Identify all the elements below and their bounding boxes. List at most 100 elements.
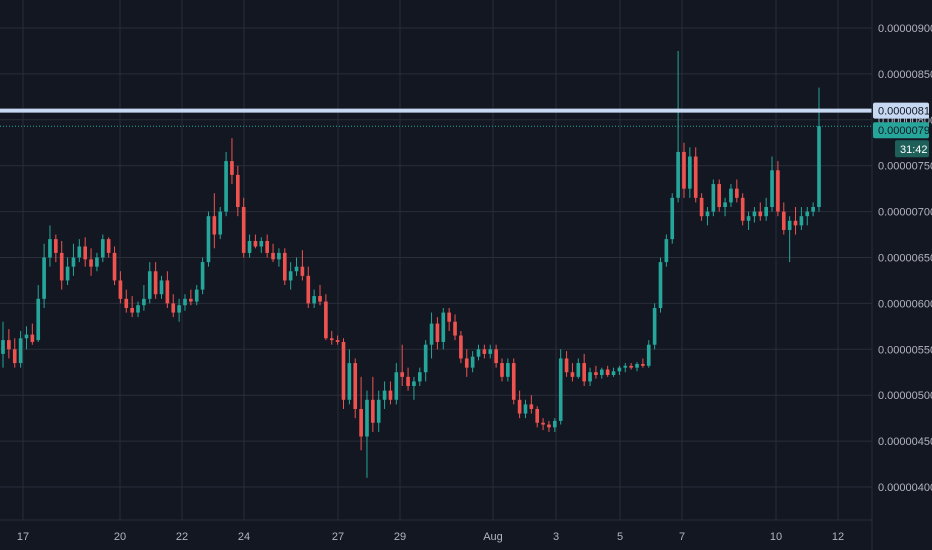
candle-body bbox=[535, 408, 540, 423]
candle-body bbox=[541, 422, 545, 425]
candle-body bbox=[429, 323, 434, 345]
candle bbox=[582, 353, 586, 387]
candle-body bbox=[412, 381, 416, 387]
candle bbox=[529, 395, 534, 414]
candle-body bbox=[717, 184, 722, 208]
candle-body bbox=[359, 408, 363, 437]
price-tick-label: 0.00000650 bbox=[878, 253, 932, 265]
candle bbox=[717, 179, 722, 212]
candle-body bbox=[482, 349, 487, 354]
candle bbox=[306, 266, 311, 308]
price-tick-label: 0.00000450 bbox=[878, 436, 932, 448]
candle-body bbox=[764, 207, 768, 217]
candle-body bbox=[353, 363, 358, 409]
candle-body bbox=[423, 344, 428, 373]
candle-body bbox=[547, 424, 551, 428]
candle-body bbox=[506, 363, 510, 377]
candle-body bbox=[417, 372, 422, 382]
candle-body bbox=[259, 240, 264, 247]
candle bbox=[664, 234, 669, 267]
candle bbox=[112, 246, 117, 286]
candle bbox=[793, 207, 798, 235]
candle bbox=[417, 367, 422, 387]
candle-body bbox=[729, 188, 733, 203]
candle-body bbox=[693, 156, 698, 198]
candle bbox=[494, 344, 498, 368]
candle bbox=[799, 207, 804, 230]
candle bbox=[118, 271, 123, 304]
candle bbox=[236, 165, 240, 217]
price-tick-label: 0.00000600 bbox=[878, 298, 932, 310]
candle bbox=[464, 349, 469, 377]
candle-body bbox=[12, 349, 17, 364]
candle bbox=[394, 363, 399, 405]
candle-body bbox=[382, 390, 387, 400]
candle-body bbox=[740, 197, 745, 221]
candle-body bbox=[24, 334, 29, 339]
candle bbox=[89, 248, 93, 276]
candle bbox=[1, 321, 5, 368]
candle bbox=[441, 307, 446, 350]
candle bbox=[48, 225, 52, 267]
candle-body bbox=[153, 271, 158, 295]
candle-body bbox=[406, 376, 410, 387]
candle-body bbox=[271, 252, 275, 260]
candle bbox=[83, 237, 88, 267]
candle bbox=[241, 197, 246, 258]
candle-body bbox=[376, 399, 381, 423]
candle bbox=[365, 390, 369, 478]
candle-body bbox=[494, 349, 498, 364]
candle bbox=[335, 335, 340, 345]
price-tick-label: 0.00000500 bbox=[878, 390, 932, 402]
candle bbox=[523, 399, 528, 419]
candle-body bbox=[776, 170, 780, 212]
candle-body bbox=[118, 280, 123, 299]
candle-body bbox=[793, 220, 798, 226]
candle-body bbox=[83, 246, 88, 260]
candle-body bbox=[629, 365, 633, 368]
candle-body bbox=[183, 298, 187, 306]
candle-body bbox=[112, 252, 117, 281]
candle bbox=[147, 262, 152, 304]
candle bbox=[71, 243, 76, 276]
candle-body bbox=[247, 240, 252, 253]
candle-body bbox=[582, 363, 586, 382]
candle bbox=[729, 184, 733, 208]
candle bbox=[218, 207, 223, 240]
candle-body bbox=[312, 296, 316, 304]
candle bbox=[558, 349, 563, 425]
candle-body bbox=[558, 358, 563, 421]
candle-body bbox=[189, 298, 193, 302]
candle bbox=[54, 234, 58, 263]
candle bbox=[329, 330, 334, 345]
resistance-price-badge bbox=[873, 102, 929, 119]
candle bbox=[711, 179, 716, 217]
candle bbox=[388, 381, 393, 405]
candle-body bbox=[106, 239, 111, 253]
candle bbox=[658, 257, 663, 313]
candle bbox=[811, 202, 815, 217]
candle-body bbox=[746, 216, 751, 221]
last-price-badge bbox=[873, 122, 929, 139]
candle bbox=[247, 234, 252, 258]
price-tick-label: 0.00000700 bbox=[878, 207, 932, 219]
candle bbox=[153, 262, 158, 299]
candle-body bbox=[523, 404, 528, 414]
candle-body bbox=[159, 280, 164, 295]
candle bbox=[476, 344, 481, 361]
candle-body bbox=[435, 323, 440, 342]
candle bbox=[159, 275, 164, 299]
candles bbox=[1, 50, 821, 478]
candle bbox=[189, 289, 193, 306]
candle-body bbox=[553, 420, 557, 428]
candle-body bbox=[752, 211, 757, 217]
candle-body bbox=[7, 340, 11, 350]
candle-body bbox=[623, 365, 628, 368]
candle-body bbox=[59, 252, 64, 281]
candle bbox=[142, 285, 146, 311]
price-tick-label: 0.00000750 bbox=[878, 161, 932, 173]
resistance-price-label: 0.00000810 bbox=[878, 106, 932, 118]
time-axis[interactable]: 17 20 22 24 27 29 Aug 3 5 7 10 12 bbox=[0, 519, 872, 543]
candle-body bbox=[365, 399, 369, 437]
